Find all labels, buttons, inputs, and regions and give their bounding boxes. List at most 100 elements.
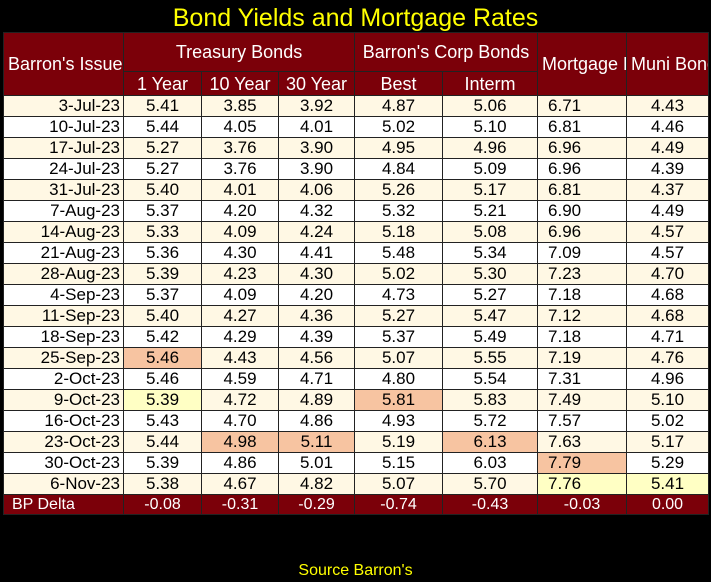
corp-interm-cell: 5.49 [442, 326, 539, 348]
treasury-30yr-cell: 3.90 [277, 158, 356, 180]
corp-interm-cell: 5.10 [442, 116, 539, 138]
treasury-1yr-cell: 5.43 [123, 410, 202, 432]
date-cell: 17-Jul-23 [3, 137, 124, 159]
date-cell: 25-Sep-23 [3, 347, 124, 369]
corp-best-cell: 4.80 [354, 368, 444, 390]
table-row: 30-Oct-23 5.39 4.86 5.01 5.15 6.03 7.79 5.29 [3, 452, 710, 474]
corp-interm-cell: 5.55 [442, 347, 539, 369]
muni-cell: 4.68 [626, 284, 710, 306]
mortgage-cell: 7.49 [537, 389, 628, 411]
treasury-1yr-cell: 5.44 [123, 116, 202, 138]
muni-cell: 5.10 [626, 389, 710, 411]
mortgage-cell: 7.57 [537, 410, 628, 432]
table-row: 18-Sep-23 5.42 4.29 4.39 5.37 5.49 7.18 4.71 [3, 326, 710, 348]
treasury-10yr-cell: 4.29 [201, 326, 279, 348]
muni-cell: 4.46 [626, 116, 710, 138]
corp-best-cell: 5.27 [354, 305, 444, 327]
treasury-10yr-cell: 4.23 [201, 263, 279, 285]
corp-interm-cell: 4.96 [442, 137, 539, 159]
treasury-1yr-cell: 5.37 [123, 284, 202, 306]
treasury-30yr-cell: 4.24 [277, 221, 356, 243]
mortgage-cell: 7.12 [537, 305, 628, 327]
delta-value: -0.03 [537, 494, 628, 515]
corp-best-cell: 5.48 [354, 242, 444, 264]
muni-cell: 4.70 [626, 263, 710, 285]
date-cell: 14-Aug-23 [3, 221, 124, 243]
table-row: 24-Jul-23 5.27 3.76 3.90 4.84 5.09 6.96 4.39 [3, 158, 710, 180]
mortgage-cell: 7.63 [537, 431, 628, 453]
corp-best-cell: 5.07 [354, 473, 444, 495]
corp-best-cell: 5.32 [354, 200, 444, 222]
treasury-30yr-cell: 4.56 [277, 347, 356, 369]
treasury-30yr-cell: 5.11 [277, 431, 356, 453]
table-row: 31-Jul-23 5.40 4.01 4.06 5.26 5.17 6.81 4.37 [3, 179, 710, 201]
table-row: 23-Oct-23 5.44 4.98 5.11 5.19 6.13 7.63 5.17 [3, 431, 710, 453]
corp-best-cell: 4.84 [354, 158, 444, 180]
treasury-1yr-cell: 5.46 [123, 347, 202, 369]
mortgage-cell: 7.18 [537, 284, 628, 306]
page-title: Bond Yields and Mortgage Rates [172, 4, 539, 32]
muni-cell: 4.71 [626, 326, 710, 348]
treasury-10yr-cell: 4.09 [201, 221, 279, 243]
treasury-1yr-cell: 5.39 [123, 389, 202, 411]
date-cell: 11-Sep-23 [3, 305, 124, 327]
corp-best-cell: 4.87 [354, 95, 444, 117]
table-row: 10-Jul-23 5.44 4.05 4.01 5.02 5.10 6.81 4.46 [3, 116, 710, 138]
treasury-10yr-cell: 4.01 [201, 179, 279, 201]
muni-cell: 4.57 [626, 242, 710, 264]
treasury-1yr-cell: 5.27 [123, 158, 202, 180]
mortgage-cell: 7.76 [537, 473, 628, 495]
mortgage-cell: 6.96 [537, 137, 628, 159]
treasury-1yr-cell: 5.46 [123, 368, 202, 390]
delta-label: BP Delta [3, 494, 124, 515]
corp-interm-cell: 5.17 [442, 179, 539, 201]
treasury-10yr-cell: 4.70 [201, 410, 279, 432]
muni-cell: 4.76 [626, 347, 710, 369]
mortgage-cell: 7.79 [537, 452, 628, 474]
muni-cell: 5.02 [626, 410, 710, 432]
muni-cell: 4.68 [626, 305, 710, 327]
treasury-10yr-cell: 4.72 [201, 389, 279, 411]
corp-interm-cell: 5.30 [442, 263, 539, 285]
delta-value: -0.74 [354, 494, 444, 515]
treasury-10yr-cell: 4.98 [201, 431, 279, 453]
date-cell: 4-Sep-23 [3, 284, 124, 306]
mortgage-cell: 6.81 [537, 179, 628, 201]
treasury-10yr-cell: 4.30 [201, 242, 279, 264]
table-row: 17-Jul-23 5.27 3.76 3.90 4.95 4.96 6.96 4.49 [3, 137, 710, 159]
corp-interm-cell: 5.21 [442, 200, 539, 222]
treasury-30yr-cell: 4.41 [277, 242, 356, 264]
corp-interm-cell: 6.13 [442, 431, 539, 453]
mortgage-cell: 6.96 [537, 158, 628, 180]
muni-header: Muni Bonds [626, 32, 710, 96]
treasury-30yr-cell: 5.01 [277, 452, 356, 474]
corp-interm-cell: 5.08 [442, 221, 539, 243]
delta-row: BP Delta -0.08 -0.31 -0.29 -0.74 -0.43 -… [3, 494, 710, 515]
treasury-10yr-cell: 4.05 [201, 116, 279, 138]
delta-value: -0.08 [123, 494, 202, 515]
muni-cell: 4.37 [626, 179, 710, 201]
corp-interm-cell: 5.54 [442, 368, 539, 390]
treasury-30yr-cell: 4.06 [277, 179, 356, 201]
table-row: 6-Nov-23 5.38 4.67 4.82 5.07 5.70 7.76 5.41 [3, 473, 710, 495]
date-cell: 3-Jul-23 [3, 95, 124, 117]
treasury-30yr-cell: 4.82 [277, 473, 356, 495]
corp-best-cell: 5.15 [354, 452, 444, 474]
treasury-10yr-cell: 3.85 [201, 95, 279, 117]
corp-best-cell: 5.19 [354, 431, 444, 453]
corp-best-cell: 4.93 [354, 410, 444, 432]
table-row: 28-Aug-23 5.39 4.23 4.30 5.02 5.30 7.23 4.70 [3, 263, 710, 285]
table-row: 21-Aug-23 5.36 4.30 4.41 5.48 5.34 7.09 4.57 [3, 242, 710, 264]
treasury-30yr-cell: 4.71 [277, 368, 356, 390]
table-row: 25-Sep-23 5.46 4.43 4.56 5.07 5.55 7.19 4.76 [3, 347, 710, 369]
delta-value: -0.31 [201, 494, 279, 515]
mortgage-cell: 7.09 [537, 242, 628, 264]
table-row: 14-Aug-23 5.33 4.09 4.24 5.18 5.08 6.96 4.57 [3, 221, 710, 243]
treasury-30yr-cell: 4.20 [277, 284, 356, 306]
mortgage-cell: 7.31 [537, 368, 628, 390]
table-row: 4-Sep-23 5.37 4.09 4.20 4.73 5.27 7.18 4.68 [3, 284, 710, 306]
mortgage-header: Mortgage Rates 30 Year [537, 32, 628, 96]
mortgage-cell: 7.18 [537, 326, 628, 348]
corp-best-cell: 5.81 [354, 389, 444, 411]
corp-best-cell: 5.18 [354, 221, 444, 243]
